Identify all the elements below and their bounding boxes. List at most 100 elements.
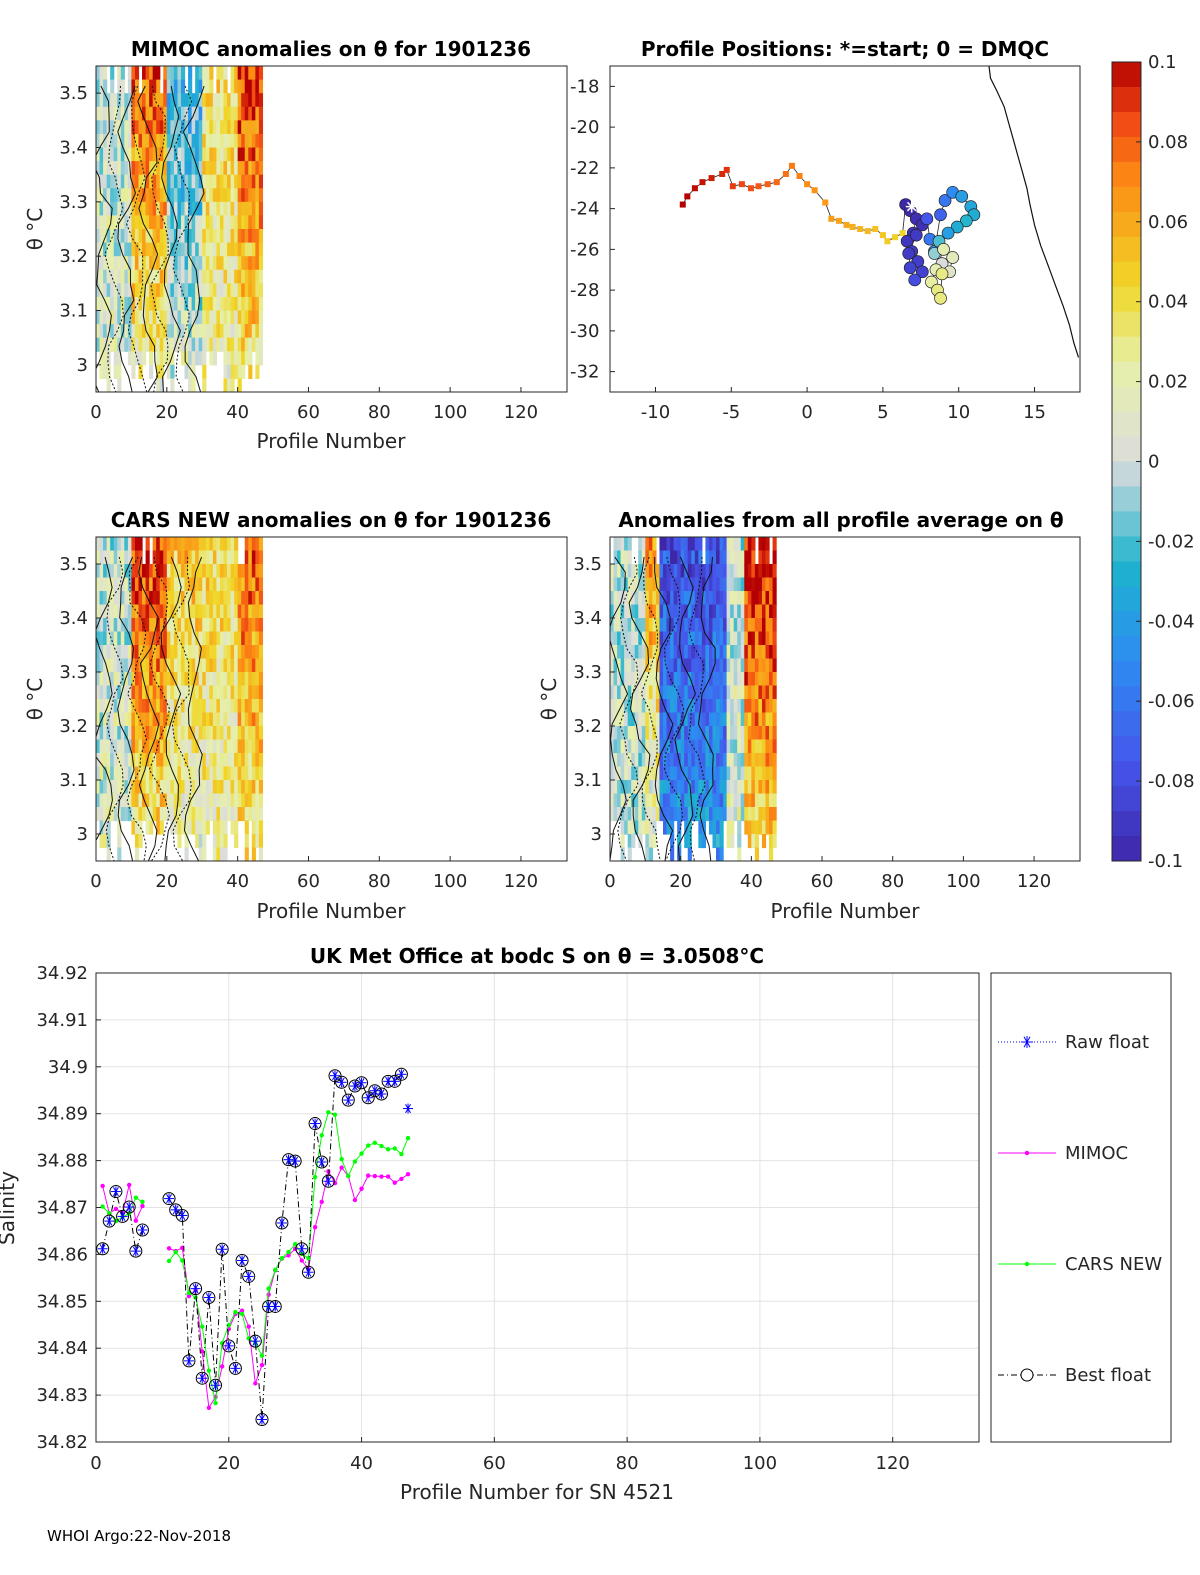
heatmap-cell: [173, 256, 179, 271]
heatmap-cell: [248, 364, 253, 380]
heatmap-cell: [177, 577, 182, 592]
heatmap-cell: [677, 658, 682, 673]
heatmap-cell: [723, 739, 728, 754]
heatmap-cell: [634, 658, 639, 673]
legend-label: MIMOC: [1065, 1143, 1128, 1164]
heatmap-cell: [740, 537, 745, 552]
heatmap-cell: [184, 591, 189, 606]
heatmap-cell: [216, 537, 221, 552]
heatmap-cell: [730, 753, 735, 768]
track-marker: [684, 193, 691, 200]
heatmap-cell: [258, 66, 264, 81]
heatmap-cell: [234, 658, 239, 673]
heatmap-cell: [131, 820, 136, 835]
heatmap-cell: [648, 753, 654, 768]
heatmap-cell: [726, 537, 731, 552]
heatmap-cell: [219, 591, 225, 606]
heatmap-cell: [120, 242, 125, 257]
heatmap-cell: [687, 591, 692, 606]
heatmap-cell: [166, 161, 171, 176]
heatmap-cell: [244, 820, 249, 835]
heatmap-cell: [117, 296, 122, 312]
heatmap-cell: [117, 739, 122, 754]
raw-float-point: [97, 1243, 108, 1254]
heatmap-cell: [219, 147, 225, 162]
heatmap-cell: [648, 618, 654, 633]
heatmap-cell: [149, 793, 154, 808]
heatmap-cell: [145, 807, 150, 822]
track-marker: [748, 185, 754, 192]
heatmap-cell: [248, 93, 253, 108]
heatmap-cell: [152, 93, 157, 108]
heatmap-cell: [230, 120, 235, 135]
profile-marker: [909, 228, 923, 242]
heatmap-cell: [730, 780, 735, 795]
legend-label: CARS NEW: [1065, 1254, 1162, 1275]
heatmap-cell: [258, 739, 264, 754]
heatmap-cell: [216, 296, 221, 312]
heatmap-cell: [180, 753, 186, 768]
cars-x-tick-label: 0: [90, 871, 101, 892]
positions-y-ticks: -18-20-22-24-26-28-30-32: [570, 76, 615, 383]
heatmap-cell: [166, 685, 171, 700]
heatmap-cell: [191, 161, 196, 176]
heatmap-cell: [740, 766, 745, 781]
heatmap-cell: [166, 79, 171, 94]
heatmap-cell: [177, 726, 182, 741]
raw-float-point: [356, 1077, 367, 1088]
heatmap-cell: [216, 229, 221, 244]
cars-point: [173, 1249, 178, 1255]
heatmap-cell: [170, 618, 175, 633]
heatmap-cell: [216, 564, 221, 579]
heatmap-cell: [230, 378, 235, 392]
heatmap-cell: [624, 618, 629, 633]
heatmap-cell: [117, 604, 122, 619]
best-float-point: [301, 1265, 315, 1279]
heatmap-cell: [751, 834, 756, 849]
heatmap-cell: [723, 591, 728, 606]
heatmap-cell: [237, 378, 242, 392]
heatmap-cell: [110, 256, 115, 271]
heatmap-cell: [751, 766, 756, 781]
heatmap-cell: [170, 269, 175, 284]
cars-y-tick-label: 3.5: [59, 554, 88, 575]
heatmap-cell: [694, 564, 699, 579]
heatmap-cell: [149, 229, 154, 244]
heatmap-cell: [663, 577, 668, 592]
heatmap-cell: [96, 242, 101, 257]
track-marker: [857, 226, 864, 232]
heatmap-cell: [113, 712, 118, 727]
heatmap-cell: [209, 242, 214, 257]
heatmap-cell: [134, 283, 140, 298]
heatmap-cell: [163, 133, 168, 149]
heatmap-cell: [127, 537, 133, 552]
heatmap-cell: [754, 726, 760, 741]
heatmap-cell: [244, 807, 249, 822]
track-marker: [679, 201, 686, 208]
heatmap-cell: [638, 699, 643, 714]
heatmap-cell: [712, 685, 717, 700]
heatmap-cell: [251, 106, 256, 121]
heatmap-cell: [177, 780, 182, 795]
heatmap-cell: [737, 537, 742, 552]
heatmap-cell: [744, 780, 749, 795]
heatmap-cell: [737, 699, 742, 714]
heatmap-cell: [99, 739, 104, 754]
cars-point: [379, 1143, 384, 1149]
heatmap-cell: [234, 820, 239, 835]
heatmap-cell: [209, 766, 214, 781]
heatmap-cell: [219, 550, 225, 565]
heatmap-cell: [730, 631, 735, 646]
positions-x-tick-label: -10: [641, 402, 670, 423]
heatmap-cell: [258, 147, 264, 162]
heatmap-cell: [170, 201, 175, 217]
heatmap-cell: [152, 310, 157, 325]
heatmap-cell: [712, 604, 717, 619]
heatmap-cell: [106, 658, 111, 673]
heatmap-cell: [726, 712, 731, 727]
heatmap-cell: [166, 564, 171, 579]
heatmap-cell: [230, 537, 235, 552]
heatmap-cell: [219, 658, 225, 673]
heatmap-cell: [663, 699, 668, 714]
heatmap-cell: [152, 296, 157, 312]
